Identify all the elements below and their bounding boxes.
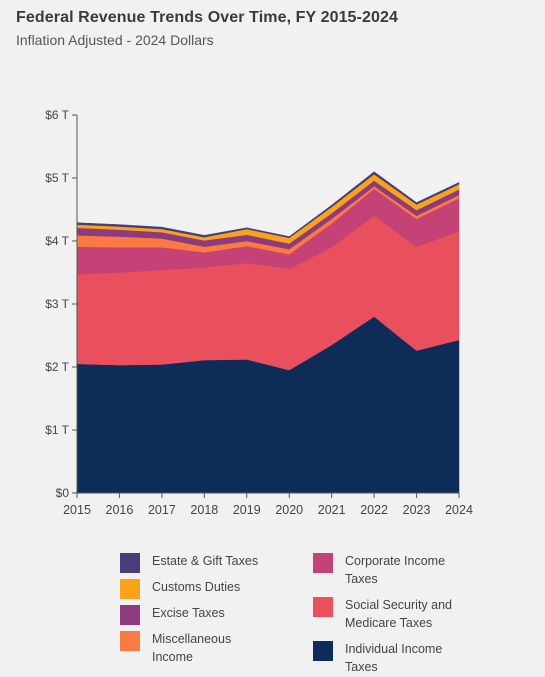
legend-label: Excise Taxes (152, 606, 225, 620)
legend-label: Social Security and Medicare Taxes (345, 598, 453, 630)
x-tick-label: 2022 (360, 503, 388, 517)
legend-label: Corporate Income Taxes (345, 554, 446, 586)
y-tick-label: $1 T (45, 423, 69, 437)
axes-group: $0 $1 T $2 T $3 T $4 T $5 T $6 T 2015 2016 2017 20… (45, 108, 473, 517)
y-tick-label: $4 T (45, 234, 69, 248)
y-tick-label: $2 T (45, 360, 69, 374)
y-tick-label: $3 T (45, 297, 69, 311)
x-tick-label: 2015 (63, 503, 91, 517)
legend-item-excise[interactable]: Excise Taxes (120, 604, 280, 625)
legend-label: Miscellaneous Income (152, 632, 232, 664)
chart-title: Federal Revenue Trends Over Time, FY 201… (16, 9, 398, 26)
legend-label: Estate & Gift Taxes (152, 554, 259, 568)
legend-swatch (313, 641, 333, 661)
legend-swatch (120, 579, 140, 599)
legend-item-social-security[interactable]: Social Security and Medicare Taxes (313, 596, 463, 632)
x-tick-label: 2018 (190, 503, 218, 517)
x-tick-label: 2017 (148, 503, 176, 517)
legend-label: Individual Income Taxes (345, 642, 443, 674)
y-tick-label: $0 (56, 486, 70, 500)
legend-item-estate-gift[interactable]: Estate & Gift Taxes (120, 552, 280, 573)
legend-swatch (120, 553, 140, 573)
x-tick-label: 2024 (445, 503, 473, 517)
area-estate_gift (76, 171, 460, 239)
legend-item-individual[interactable]: Individual Income Taxes (313, 640, 453, 676)
legend-item-corporate[interactable]: Corporate Income Taxes (313, 552, 453, 588)
legend-item-misc[interactable]: Miscellaneous Income (120, 630, 250, 666)
legend-swatch (120, 605, 140, 625)
legend: Estate & Gift Taxes Customs Duties Excis… (120, 548, 520, 676)
legend-item-customs[interactable]: Customs Duties (120, 578, 280, 599)
legend-swatch (313, 553, 333, 573)
chart-subtitle: Inflation Adjusted - 2024 Dollars (16, 32, 214, 48)
legend-swatch (120, 631, 140, 651)
legend-label: Customs Duties (152, 580, 241, 594)
x-tick-label: 2020 (275, 503, 303, 517)
x-tick-label: 2016 (106, 503, 134, 517)
area-series-group (76, 171, 460, 494)
y-tick-label: $6 T (45, 108, 69, 122)
legend-swatch (313, 597, 333, 617)
x-tick-label: 2021 (318, 503, 346, 517)
x-tick-label: 2019 (233, 503, 261, 517)
x-tick-label: 2023 (403, 503, 431, 517)
y-tick-label: $5 T (45, 171, 69, 185)
stacked-area-chart: $0 $1 T $2 T $3 T $4 T $5 T $6 T 2015 2016 2017 20… (45, 108, 473, 517)
